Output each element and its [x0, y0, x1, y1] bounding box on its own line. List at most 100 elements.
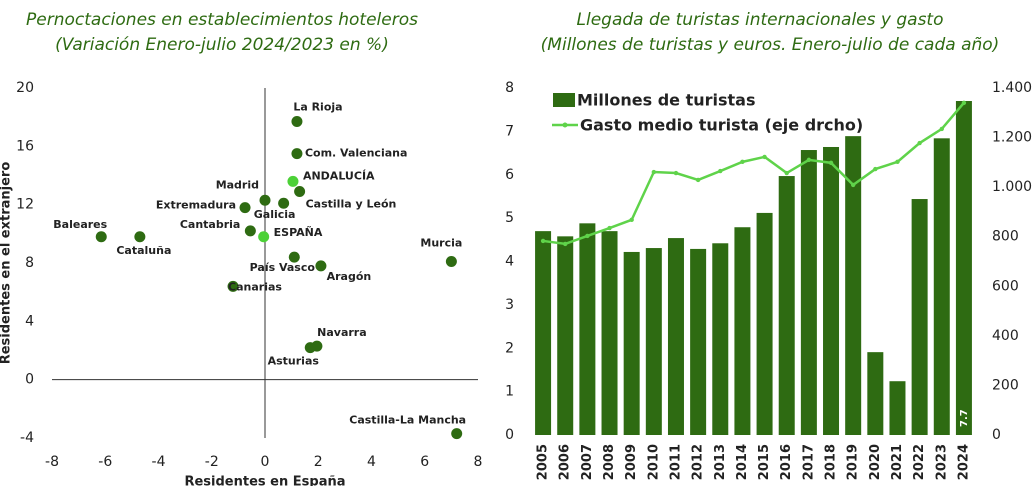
y-tick-label: 3: [505, 297, 514, 313]
y-tick-label: 8: [25, 255, 34, 271]
x-tick-label: 2010: [646, 444, 661, 480]
bar: [911, 199, 928, 435]
point-label: Cantabria: [180, 218, 241, 231]
x-tick-label: 2008: [602, 444, 617, 480]
x-tick-label: 2006: [558, 444, 573, 480]
point-label: Navarra: [317, 326, 367, 339]
point: [445, 256, 457, 268]
y-tick-label: 2: [505, 340, 514, 356]
line: [542, 102, 965, 246]
line-marker: [828, 160, 834, 166]
point: [291, 116, 303, 128]
point-label: Madrid: [216, 178, 259, 191]
x-tick-label: 2005: [536, 444, 551, 480]
value-label: 7.7: [959, 409, 970, 427]
point-label: Extremadura: [156, 199, 236, 212]
chart-title: Llegada de turistas internacionales y ga…: [577, 10, 944, 30]
line-marker: [540, 238, 546, 244]
y2-tick-label: 600: [992, 278, 1019, 294]
bar: [535, 231, 552, 435]
x-tick-label: 2022: [912, 444, 927, 480]
line-marker: [784, 170, 789, 176]
bar: [601, 231, 618, 435]
x-tick-label: 2018: [824, 444, 839, 480]
point-label: Cataluña: [116, 244, 171, 257]
point: [291, 148, 303, 160]
x-tick-label: 2015: [757, 444, 772, 480]
y2-tick-label: 800: [992, 229, 1019, 245]
y-axis-label: Residentes en el extranjero: [0, 162, 14, 365]
bar: [823, 146, 840, 436]
x-tick-label: 8: [474, 454, 483, 470]
point: [451, 428, 463, 440]
y-tick-label: 12: [16, 197, 34, 213]
y2-tick-label: 400: [992, 328, 1019, 344]
y2-tick-label: 0: [992, 427, 1001, 443]
point-label: Canarias: [228, 280, 282, 293]
x-tick-label: 2014: [735, 444, 750, 480]
point-label: ANDALUCÍA: [303, 169, 375, 182]
line-marker: [850, 182, 856, 188]
bar: [933, 138, 950, 435]
x-tick-label: 0: [261, 454, 270, 470]
point-label: Baleares: [53, 218, 107, 231]
bar: [579, 223, 596, 435]
point-label: La Rioja: [293, 101, 342, 114]
point: [287, 175, 299, 187]
bar: [734, 227, 751, 435]
bar: [955, 101, 972, 435]
point: [278, 197, 290, 209]
point: [288, 251, 300, 263]
line-marker: [895, 159, 900, 165]
x-tick-label: -8: [45, 454, 59, 470]
line-marker: [607, 225, 612, 231]
line-marker: [873, 166, 878, 172]
y-tick-label: -4: [20, 430, 34, 446]
legend-swatch: [553, 93, 575, 107]
line-marker: [629, 217, 634, 223]
bar: [867, 352, 884, 435]
point: [315, 260, 327, 272]
point-label: Asturias: [268, 355, 320, 368]
bar: [845, 136, 862, 436]
point: [294, 186, 306, 198]
y-tick-label: 4: [25, 313, 34, 329]
line-marker: [917, 140, 922, 146]
y-tick-label: 16: [16, 138, 34, 154]
point: [227, 280, 239, 292]
line-marker: [673, 170, 679, 176]
point: [304, 342, 316, 354]
x-tick-label: 2007: [580, 444, 595, 480]
line-marker: [695, 177, 701, 183]
bar: [712, 243, 729, 435]
y2-tick-label: 200: [992, 377, 1019, 393]
x-tick-label: 2019: [846, 444, 861, 480]
line-marker: [762, 154, 767, 160]
point-label: Murcia: [420, 237, 462, 250]
bar: [623, 251, 640, 435]
y-tick-label: 20: [16, 80, 34, 96]
line-marker: [939, 126, 944, 132]
point: [239, 202, 251, 214]
point-label: ESPAÑA: [274, 226, 323, 239]
x-tick-label: 2020: [868, 444, 883, 480]
legend-swatch: [562, 122, 568, 128]
legend-label: Gasto medio turista (eje drcho): [580, 116, 863, 135]
y-tick-label: 6: [505, 167, 514, 183]
y-tick-label: 4: [505, 254, 514, 270]
bar: [800, 150, 817, 435]
x-tick-label: 2009: [624, 444, 639, 480]
line-marker: [718, 168, 723, 174]
y-tick-label: 0: [25, 372, 34, 388]
y-tick-label: 8: [505, 80, 514, 96]
point: [258, 231, 270, 243]
x-tick-label: 2011: [668, 444, 683, 480]
chart-title: Pernoctaciones en establecimientos hotel…: [26, 10, 418, 30]
chart-subtitle: (Millones de turistas y euros. Enero-jul…: [541, 35, 1000, 55]
point: [259, 194, 271, 206]
x-tick-label: 2012: [691, 444, 706, 480]
point: [244, 225, 256, 237]
point: [95, 231, 107, 243]
line-marker: [585, 233, 590, 239]
x-tick-label: 6: [420, 454, 429, 470]
